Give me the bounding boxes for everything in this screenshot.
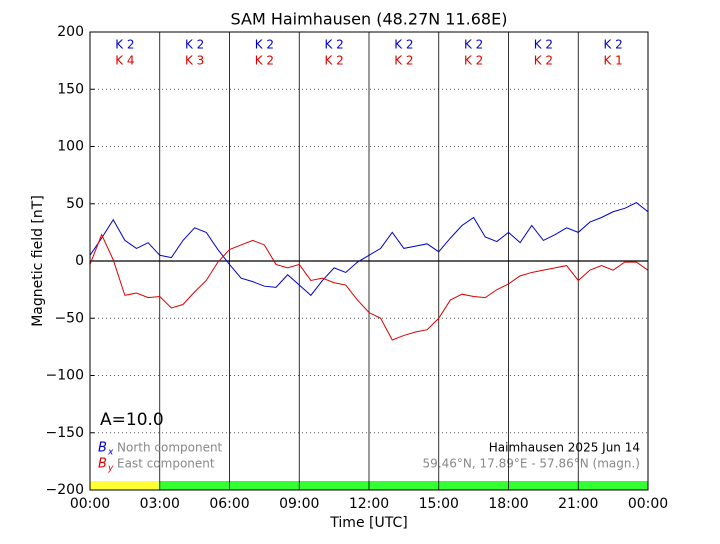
y-axis-label: Magnetic field [nT] [30, 195, 46, 327]
x-tick-label: 09:00 [279, 496, 319, 512]
y-tick-label: 200 [57, 24, 84, 40]
k-index: K 2 [603, 38, 622, 52]
k-index: K 2 [255, 54, 274, 68]
x-tick-label: 00:00 [628, 496, 668, 512]
legend-label: North component [117, 441, 223, 455]
y-tick-label: 100 [57, 139, 84, 155]
station-label: Haimhausen 2025 Jun 14 [489, 441, 640, 455]
legend-label: East component [117, 457, 215, 471]
k-index: K 2 [464, 38, 483, 52]
y-tick-label: 50 [66, 196, 84, 212]
series-line [89, 233, 649, 341]
x-tick-label: 21:00 [558, 496, 598, 512]
k-index: K 2 [324, 38, 343, 52]
k-index: K 2 [324, 54, 343, 68]
k-index: K 2 [394, 54, 413, 68]
legend-subscript: x [107, 448, 114, 458]
x-tick-label: 03:00 [140, 496, 180, 512]
coords-label: 59.46°N, 17.89°E - 57.86°N (magn.) [423, 457, 640, 471]
x-tick-label: 06:00 [209, 496, 249, 512]
x-tick-label: 15:00 [419, 496, 459, 512]
k-index: K 3 [185, 54, 204, 68]
k-index: K 2 [255, 38, 274, 52]
y-tick-label: −200 [46, 482, 84, 498]
k-index: K 4 [115, 54, 134, 68]
legend-symbol: B [98, 441, 107, 456]
k-index: K 2 [115, 38, 134, 52]
legend-symbol: B [98, 457, 107, 472]
x-tick-label: 12:00 [349, 496, 389, 512]
a-index: A=10.0 [100, 410, 164, 430]
chart-title: SAM Haimhausen (48.27N 11.68E) [231, 10, 508, 29]
status-bar-segment [90, 481, 160, 490]
x-tick-label: 00:00 [70, 496, 110, 512]
k-index: K 2 [394, 38, 413, 52]
legend-subscript: y [107, 464, 114, 474]
y-tick-label: 0 [75, 253, 84, 269]
status-bar-segment [159, 481, 648, 490]
x-tick-label: 18:00 [488, 496, 528, 512]
series-line [89, 202, 649, 297]
y-tick-label: −100 [46, 368, 84, 384]
x-axis-label: Time [UTC] [329, 515, 407, 531]
k-index: K 2 [534, 54, 553, 68]
k-index: K 2 [534, 38, 553, 52]
y-tick-label: −50 [54, 310, 84, 326]
k-index: K 2 [185, 38, 204, 52]
k-index: K 1 [603, 54, 622, 68]
y-tick-label: −150 [46, 425, 84, 441]
plot-frame [89, 31, 649, 491]
k-index: K 2 [464, 54, 483, 68]
y-tick-label: 150 [57, 81, 84, 97]
